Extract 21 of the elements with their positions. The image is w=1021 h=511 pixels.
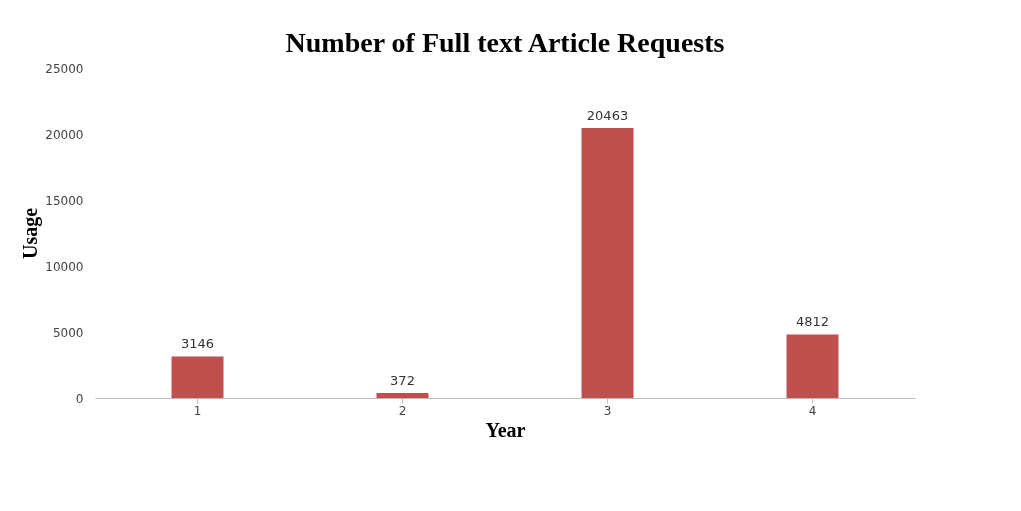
bar bbox=[786, 334, 839, 398]
x-tick-label: 4 bbox=[808, 403, 817, 418]
x-tick-label: 1 bbox=[193, 403, 202, 418]
x-axis-title: Year bbox=[485, 418, 526, 441]
y-tick-label: 5000 bbox=[52, 325, 84, 340]
bar bbox=[376, 393, 429, 398]
y-tick-label: 0 bbox=[75, 391, 84, 406]
y-tick-label: 15000 bbox=[45, 193, 84, 208]
x-tick-label: 3 bbox=[603, 403, 612, 418]
bar bbox=[171, 356, 224, 398]
y-axis-title: Usage bbox=[19, 207, 43, 260]
y-tick-label: 20000 bbox=[45, 127, 84, 142]
y-tick-label: 10000 bbox=[45, 259, 84, 274]
data-label: 20463 bbox=[586, 107, 629, 123]
chart-title: Number of Full text Article Requests bbox=[285, 27, 725, 58]
x-tick-label: 2 bbox=[398, 403, 407, 418]
data-label: 4812 bbox=[795, 314, 830, 330]
data-label: 3146 bbox=[180, 336, 215, 352]
data-label: 372 bbox=[390, 373, 415, 389]
y-tick-label: 25000 bbox=[45, 61, 84, 76]
bar bbox=[581, 127, 634, 398]
